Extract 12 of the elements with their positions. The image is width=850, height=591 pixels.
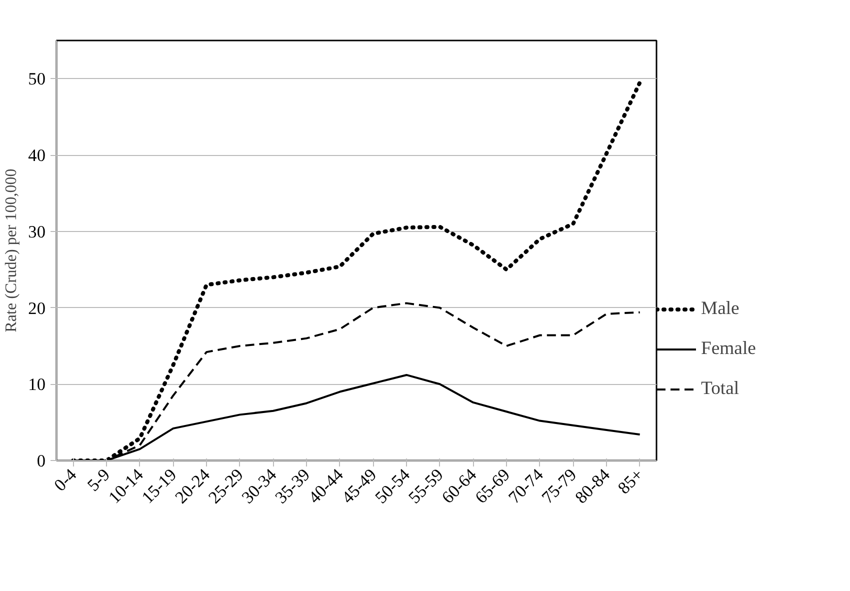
x-tick-label: 85+ [614,465,647,498]
legend-label: Female [701,338,756,360]
y-tick-label: 10 [28,375,46,394]
y-tick-label: 20 [28,298,46,318]
y-tick-label: 40 [28,146,46,166]
y-tick-label: 50 [28,70,46,89]
y-axis-title: Rate (Crude) per 100,000 [3,168,20,332]
x-tick-label: 0-4 [50,464,80,495]
legend-label: Male [701,298,740,320]
legend-label: Total [701,378,740,400]
y-tick-label: 30 [28,222,46,242]
y-tick-label: 0 [36,452,46,470]
